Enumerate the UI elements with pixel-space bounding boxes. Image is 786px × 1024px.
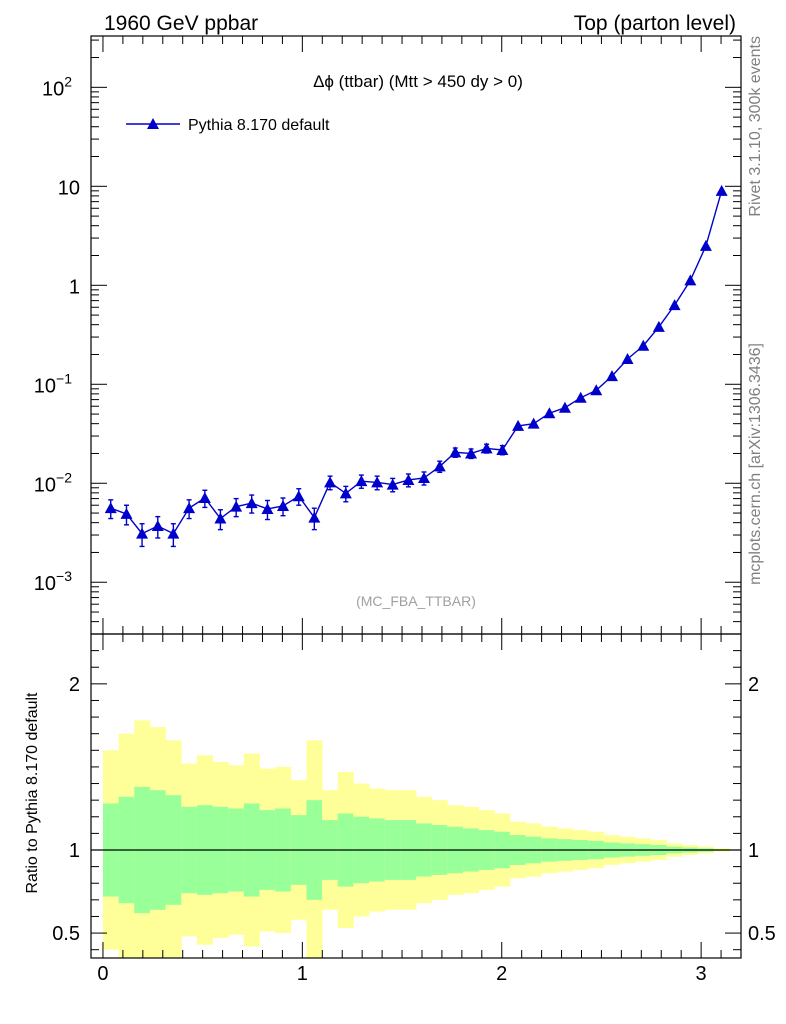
data-point-marker <box>512 419 525 431</box>
main-y-tick-label: 10−1 <box>34 370 72 397</box>
main-y-tick-label: 10−3 <box>34 568 72 595</box>
data-point-marker <box>230 500 243 512</box>
ratio-x-tick-label: 0 <box>97 963 108 985</box>
data-point-marker <box>308 511 321 523</box>
data-point-marker <box>637 339 650 351</box>
data-point-marker <box>371 476 384 488</box>
series-line <box>110 190 723 535</box>
data-point-marker <box>151 520 164 532</box>
data-point-marker <box>386 478 399 490</box>
ratio-x-tick-label: 2 <box>496 963 507 985</box>
ratio-plot-axes: 0.5 0.5 1 1 2 2 0 1 2 3 <box>52 633 776 985</box>
ratio-plot-frame <box>90 633 742 959</box>
data-point-marker <box>120 507 133 519</box>
data-point-marker <box>245 497 258 509</box>
legend-entry-label: Pythia 8.170 default <box>188 117 330 134</box>
data-point-marker <box>136 527 149 539</box>
ratio-y-tick-label-right: 1 <box>748 840 759 862</box>
data-point-marker <box>402 473 415 485</box>
data-point-marker <box>339 487 352 499</box>
ratio-y-axis-label: Ratio to Pythia 8.170 default <box>24 692 41 894</box>
data-point-marker <box>668 299 681 311</box>
data-point-marker <box>605 370 618 382</box>
ratio-y-tick-label: 0.5 <box>52 923 80 945</box>
data-point-marker <box>684 274 697 286</box>
main-plot-marks <box>104 184 728 548</box>
header-left-label: 1960 GeV ppbar <box>104 12 258 35</box>
ratio-plot-marks <box>91 720 741 958</box>
legend-marker <box>147 118 159 129</box>
data-point-marker <box>355 475 368 487</box>
ratio-y-tick-label-right: 0.5 <box>748 923 776 945</box>
ratio-plot-panel: 0.5 0.5 1 1 2 2 0 1 2 3 Ratio to Pythia 8.170 def… <box>24 633 776 985</box>
data-point-marker <box>183 502 196 514</box>
main-plot-axes: 102 10 1 10−1 10−2 10−3 <box>34 36 742 635</box>
data-point-marker <box>652 320 665 332</box>
ratio-y-tick-label: 2 <box>69 674 80 696</box>
legend: Pythia 8.170 default <box>126 117 330 134</box>
mcplots-reference-label: mcplots.cern.ch [arXiv:1306.3436] <box>747 343 764 585</box>
main-plot-panel: 102 10 1 10−1 10−2 10−3 Δϕ (ttbar) (Mtt > 450… <box>34 35 742 635</box>
data-point-marker <box>167 527 180 539</box>
data-point-marker <box>543 407 556 419</box>
data-point-marker <box>465 447 478 459</box>
data-point-marker <box>449 446 462 458</box>
ratio-y-tick-label: 1 <box>69 840 80 862</box>
ratio-x-tick-label: 1 <box>297 963 308 985</box>
data-point-marker <box>292 490 305 502</box>
main-y-tick-label: 10 <box>58 177 80 199</box>
data-point-marker <box>104 502 117 514</box>
data-point-marker <box>558 401 571 413</box>
header-right-label: Top (parton level) <box>574 12 736 35</box>
rivet-version-label: Rivet 3.1.10, 300k events <box>747 36 764 217</box>
data-point-marker <box>417 472 430 484</box>
analysis-watermark: (MC_FBA_TTBAR) <box>356 593 476 609</box>
main-y-tick-label: 1 <box>69 276 80 298</box>
main-y-tick-label: 10−2 <box>34 469 72 496</box>
ratio-x-tick-label: 3 <box>696 963 707 985</box>
data-point-marker <box>324 476 337 488</box>
data-point-marker <box>574 391 587 403</box>
data-point-marker <box>433 460 446 472</box>
data-point-marker <box>261 502 274 514</box>
data-point-marker <box>480 442 493 454</box>
data-point-marker <box>699 239 712 251</box>
data-point-marker <box>496 443 509 455</box>
data-point-marker <box>621 353 634 365</box>
data-point-marker <box>198 491 211 503</box>
main-y-tick-label: 102 <box>42 73 72 100</box>
data-point-marker <box>715 184 728 196</box>
main-plot-title: Δϕ (ttbar) (Mtt > 450 dy > 0) <box>313 72 523 91</box>
data-point-marker <box>590 384 603 396</box>
data-point-marker <box>277 499 290 511</box>
ratio-y-tick-label-right: 2 <box>748 674 759 696</box>
data-point-marker <box>214 512 227 524</box>
data-point-marker <box>527 417 540 429</box>
